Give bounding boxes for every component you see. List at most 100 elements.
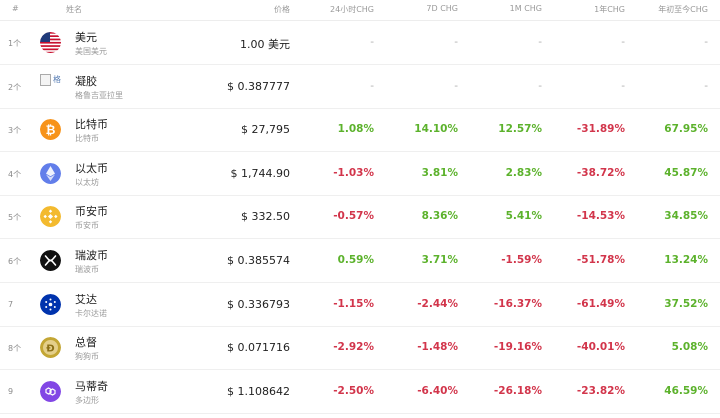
change-24h: - [370,36,374,48]
rank-number: 7 [8,299,14,309]
svg-text:₿: ₿ [46,123,56,137]
currency-full-name: 狗狗币 [75,352,99,362]
currency-full-name: 卡尔达诺 [75,308,107,318]
table-row[interactable]: 2个 格 凝胶 格鲁吉亚拉里 $ 0.387777 - - - - - [0,65,720,109]
change-ytd: 46.59% [664,384,708,397]
currency-full-name: 瑞波币 [75,265,99,274]
change-1y: - [621,79,625,92]
change-1m: 12.57% [498,123,542,136]
table-row[interactable]: 8个 Ð 总督 狗狗币 $ 0.071716 -2.92% -1.48% -19.16% -40… [0,326,720,371]
change-1y: -51.78% [576,254,625,266]
table-row[interactable]: 6个 瑞波币 瑞波币 $ 0.385574 0.59% 3.71% -1.59% -51.78… [0,239,720,283]
change-1y: -14.53% [576,210,625,223]
currency-name[interactable]: 美元 [75,31,97,44]
change-1y: -61.49% [576,297,625,310]
header-24h[interactable]: 24小时CHG [330,5,374,14]
header-1y[interactable]: 1年CHG [594,5,625,14]
change-1m: -19.16% [493,341,542,354]
currency-name[interactable]: 以太币 [75,161,108,175]
change-1y: -40.01% [576,341,625,354]
change-1m: 2.83% [505,166,542,179]
change-24h: -2.50% [333,384,374,397]
price-value: $ 0.336793 [227,297,290,311]
change-7d: -6.40% [417,384,458,397]
change-1m: - [538,36,542,48]
rank-number: 2个 [8,82,22,92]
change-ytd: 37.52% [664,297,708,310]
broken-image-icon: 格 [40,73,61,86]
currency-full-name: 格鲁吉亚拉里 [75,90,123,100]
price-value: $ 0.385574 [227,254,290,267]
header-1m[interactable]: 1M CHG [509,4,542,13]
change-7d: 3.81% [421,166,458,179]
cardano-icon [40,293,61,315]
table-row[interactable]: 1个 美元 美国美元 1.00 美元 - - - - - [0,21,720,65]
rank-number: 4个 [8,169,22,179]
change-1m: -16.37% [493,297,542,310]
header-name[interactable]: 姓名 [66,5,82,14]
change-7d: -2.44% [417,297,458,310]
binance-icon [40,206,61,228]
change-7d: - [454,36,458,48]
change-24h: -2.92% [333,341,374,354]
change-24h: 0.59% [337,254,374,266]
table-row[interactable]: 9 马蒂奇多边形 $ 1.108642 -2.50% -6.40% -26.18% -23.… [0,370,720,414]
price-value: $ 1.108642 [227,384,290,398]
change-24h: - [370,79,374,92]
table-row[interactable]: 3个 ₿ 比特币 比特币 $ 27,795 1.08% 14.10% 12.57% -31.89… [0,108,720,153]
currency-name[interactable]: 比特币 [75,118,108,132]
rank-number: 5个 [8,213,22,223]
currency-name[interactable]: 马蒂奇 [75,379,108,393]
change-ytd: 5.08% [671,341,708,354]
change-1y: -31.89% [576,123,625,136]
change-1m: - [538,79,542,92]
us-flag-icon [40,32,61,53]
table-row[interactable]: 7 艾达卡尔达诺 $ 0.336793 -1.15% -2.44% -16.37% -61.… [0,283,720,327]
currency-full-name: 美国美元 [75,47,107,56]
price-value: $ 0.387777 [227,79,290,93]
change-1m: 5.41% [505,210,542,223]
change-24h: 1.08% [337,123,374,136]
change-ytd: 45.87% [664,166,708,179]
currency-full-name: 比特币 [75,134,99,144]
rank-number: 6个 [8,257,22,266]
change-ytd: 13.24% [664,254,708,266]
change-ytd: - [704,36,708,48]
table-header: # 姓名 价格 24小时CHG 7D CHG 1M CHG 1年CHG 年初至今… [0,0,720,21]
price-value: 1.00 美元 [240,38,290,51]
currency-name[interactable]: 凝胶 [75,74,97,88]
price-value: $ 332.50 [241,210,290,224]
change-7d: 14.10% [414,123,458,136]
change-7d: 3.71% [421,254,458,266]
currency-name[interactable]: 币安币 [75,205,108,219]
price-value: $ 27,795 [241,123,290,137]
header-price[interactable]: 价格 [274,5,290,14]
change-ytd: - [704,79,708,92]
table-row[interactable]: 4个 以太币 以太坊 $ 1,744.90 -1.03% 3.81% 2.83% -38.72… [0,152,720,196]
currency-name[interactable]: 艾达 [75,292,97,306]
change-ytd: 67.95% [664,123,708,136]
bitcoin-icon: ₿ [40,119,61,141]
header-7d[interactable]: 7D CHG [426,4,458,13]
change-7d: 8.36% [421,210,458,223]
change-1m: -26.18% [493,384,542,397]
table-row[interactable]: 5个 币安币 币安币 $ 332.50 -0.57% 8.36% 5.41% -14.53% 3… [0,195,720,240]
change-1y: -23.82% [576,384,625,397]
currency-full-name: 币安币 [75,221,99,231]
rank-number: 8个 [8,344,22,354]
currency-full-name: 多边形 [75,395,99,405]
change-ytd: 34.85% [664,210,708,223]
dogecoin-icon: Ð [40,337,61,359]
header-ytd[interactable]: 年初至今CHG [658,5,708,14]
price-value: $ 0.071716 [227,341,290,355]
currency-full-name: 以太坊 [75,177,99,187]
change-24h: -1.15% [333,297,374,310]
svg-text:Ð: Ð [46,344,54,355]
header-rank[interactable]: # [12,4,19,13]
xrp-icon [40,250,61,271]
currency-name[interactable]: 瑞波币 [75,249,108,262]
change-1y: -38.72% [576,166,625,179]
rank-number: 9 [8,386,14,396]
rank-number: 1个 [8,39,22,48]
currency-name[interactable]: 总督 [75,336,97,350]
